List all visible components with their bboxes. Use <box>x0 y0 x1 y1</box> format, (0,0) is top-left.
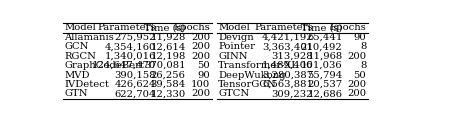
Text: 12,198: 12,198 <box>150 52 186 61</box>
Text: 200: 200 <box>191 42 210 51</box>
Text: 200: 200 <box>191 90 210 99</box>
Text: 8: 8 <box>360 61 366 70</box>
Text: 200: 200 <box>347 52 366 61</box>
Text: GCN: GCN <box>64 42 88 51</box>
Text: 4,354,160: 4,354,160 <box>105 42 156 51</box>
Text: 390,158: 390,158 <box>115 71 156 80</box>
Text: Devign: Devign <box>219 33 254 42</box>
Text: GINN: GINN <box>219 52 248 61</box>
Text: 200: 200 <box>347 80 366 89</box>
Text: 622,704: 622,704 <box>115 90 156 99</box>
Text: RGCN: RGCN <box>64 52 96 61</box>
Text: 12,614: 12,614 <box>150 42 186 51</box>
Text: Transformer-XL: Transformer-XL <box>219 61 299 70</box>
Text: IVDetect: IVDetect <box>64 80 109 89</box>
Text: 8: 8 <box>360 42 366 51</box>
Text: 101,036: 101,036 <box>301 61 343 70</box>
Text: 309,232: 309,232 <box>272 90 313 99</box>
Text: 39,584: 39,584 <box>150 80 186 89</box>
Text: Time (s): Time (s) <box>144 23 186 32</box>
Text: GTCN: GTCN <box>219 90 249 99</box>
Text: Model: Model <box>64 23 96 32</box>
Text: 90: 90 <box>354 33 366 42</box>
Text: 100: 100 <box>191 80 210 89</box>
Text: 275,952: 275,952 <box>115 33 156 42</box>
Text: 11,968: 11,968 <box>307 52 343 61</box>
Text: 200: 200 <box>191 52 210 61</box>
Text: MVD: MVD <box>64 71 90 80</box>
Text: 50: 50 <box>354 71 366 80</box>
Text: 20,537: 20,537 <box>307 80 343 89</box>
Text: 90: 90 <box>198 71 210 80</box>
Text: 11,928: 11,928 <box>150 33 186 42</box>
Text: 6,563,881: 6,563,881 <box>262 80 313 89</box>
Text: 124,647,470: 124,647,470 <box>92 61 156 70</box>
Text: Pointer: Pointer <box>219 42 255 51</box>
Text: Allamanis: Allamanis <box>64 33 114 42</box>
Text: 200: 200 <box>191 33 210 42</box>
Text: 3,280,387: 3,280,387 <box>262 71 313 80</box>
Text: 1,489,406: 1,489,406 <box>262 61 313 70</box>
Text: 200: 200 <box>347 90 366 99</box>
Text: 55,794: 55,794 <box>307 71 343 80</box>
Text: Epochs: Epochs <box>329 23 366 32</box>
Text: DeepWukong: DeepWukong <box>219 71 286 80</box>
Text: GraphCodeBert: GraphCodeBert <box>64 61 144 70</box>
Text: 12,686: 12,686 <box>308 90 343 99</box>
Text: 26,256: 26,256 <box>151 71 186 80</box>
Text: Parameters: Parameters <box>255 23 313 32</box>
Text: 210,492: 210,492 <box>301 42 343 51</box>
Text: 3,363,401: 3,363,401 <box>262 42 313 51</box>
Text: 426,624: 426,624 <box>115 80 156 89</box>
Text: Time (s): Time (s) <box>301 23 343 32</box>
Text: Parameters: Parameters <box>98 23 156 32</box>
Text: 313,928: 313,928 <box>272 52 313 61</box>
Text: GTN: GTN <box>64 90 88 99</box>
Text: 1,340,016: 1,340,016 <box>105 52 156 61</box>
Text: 12,330: 12,330 <box>150 90 186 99</box>
Text: 50: 50 <box>198 61 210 70</box>
Text: 65,441: 65,441 <box>307 33 343 42</box>
Text: TensorGCN: TensorGCN <box>219 80 277 89</box>
Text: Epochs: Epochs <box>173 23 210 32</box>
Text: 370,081: 370,081 <box>144 61 186 70</box>
Text: Model: Model <box>219 23 250 32</box>
Text: 4,421,192: 4,421,192 <box>262 33 313 42</box>
